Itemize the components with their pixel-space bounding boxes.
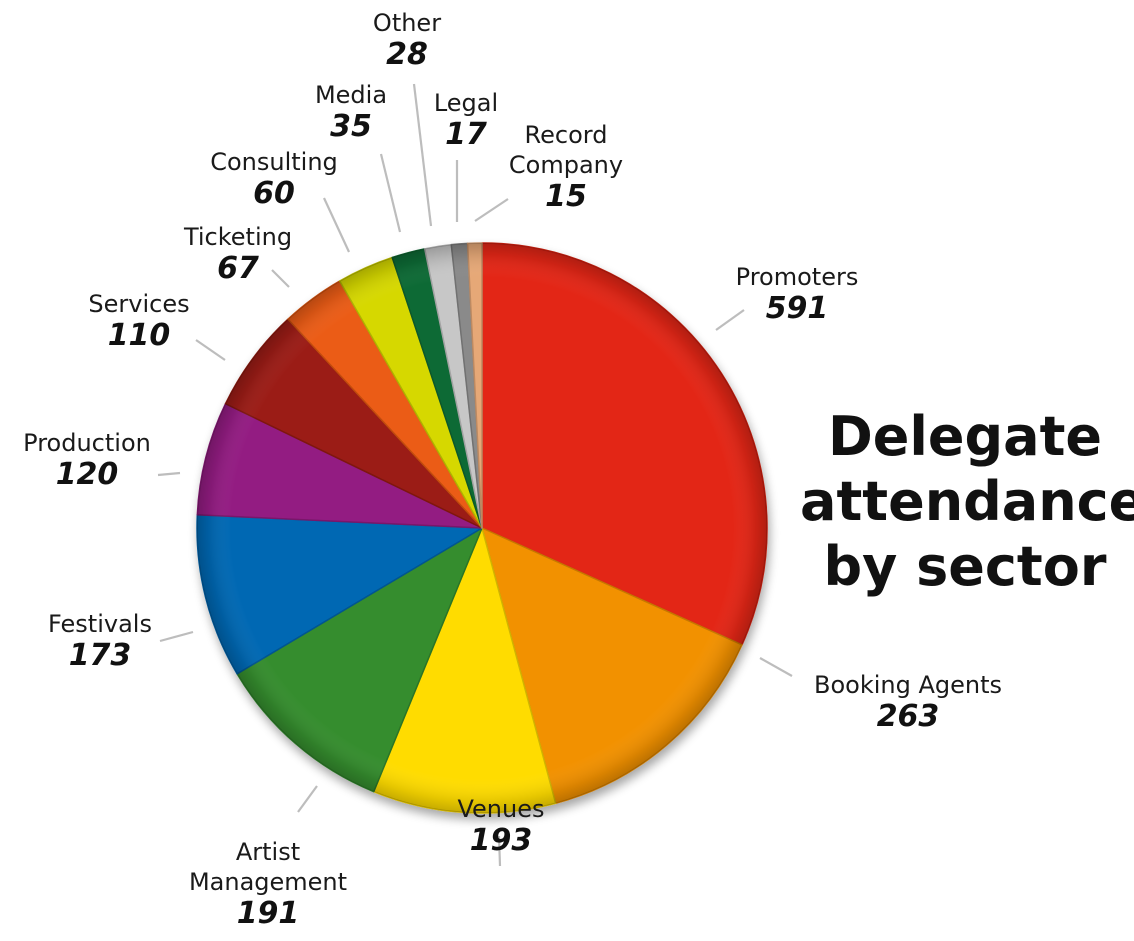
slice-value-consulting: 60 [253, 176, 295, 211]
slice-value-ticketing: 67 [217, 251, 259, 286]
chart-title-line: attendance [800, 470, 1134, 533]
slice-label-services: Services [88, 290, 189, 318]
leader-line-artist-management [297, 785, 318, 813]
leader-line-booking-agents [759, 657, 793, 677]
slice-value-venues: 193 [470, 823, 533, 858]
slice-value-other: 28 [386, 37, 428, 72]
slice-value-promoters: 591 [766, 291, 829, 326]
slice-label-consulting: Consulting [210, 148, 338, 176]
chart-title: Delegate attendance by sector [800, 404, 1134, 599]
slice-label-promoters: Promoters [736, 263, 859, 291]
leader-line-record-company [474, 198, 509, 222]
slice-label-venues: Venues [457, 795, 544, 823]
slice-value-legal: 17 [445, 117, 487, 152]
slice-label-media: Media [315, 81, 387, 109]
slice-label-production: Production [23, 429, 151, 457]
slice-label-ticketing: Ticketing [183, 223, 292, 251]
chart-title-line: Delegate [827, 405, 1103, 468]
slice-value-services: 110 [108, 318, 171, 353]
slice-label-booking-agents: Booking Agents [814, 671, 1002, 699]
slice-label-artist-management: Management [189, 868, 347, 896]
leader-line-festivals [159, 630, 194, 643]
slice-label-record-company: Company [509, 151, 623, 179]
leader-line-production [157, 471, 181, 477]
slice-value-artist-management: 191 [237, 896, 300, 931]
slice-label-record-company: Record [525, 121, 608, 149]
slice-value-booking-agents: 263 [877, 699, 940, 734]
slice-label-other: Other [373, 9, 441, 37]
leader-line-venues [497, 835, 502, 867]
leader-line-services [195, 339, 226, 361]
slice-value-festivals: 173 [69, 638, 132, 673]
slice-value-record-company: 15 [545, 179, 587, 214]
slice-value-media: 35 [330, 109, 372, 144]
leader-line-ticketing [271, 269, 290, 288]
leader-lines [157, 83, 793, 867]
slice-value-production: 120 [56, 457, 119, 492]
leader-line-media [379, 153, 402, 233]
leader-line-promoters [715, 309, 745, 331]
pie-rim-shading [197, 243, 767, 813]
chart-title-line: by sector [823, 535, 1107, 598]
slice-label-legal: Legal [434, 89, 498, 117]
leader-line-other [412, 83, 433, 227]
slice-label-festivals: Festivals [48, 610, 152, 638]
slice-label-artist-management: Artist [236, 838, 300, 866]
leader-line-consulting [323, 197, 350, 253]
